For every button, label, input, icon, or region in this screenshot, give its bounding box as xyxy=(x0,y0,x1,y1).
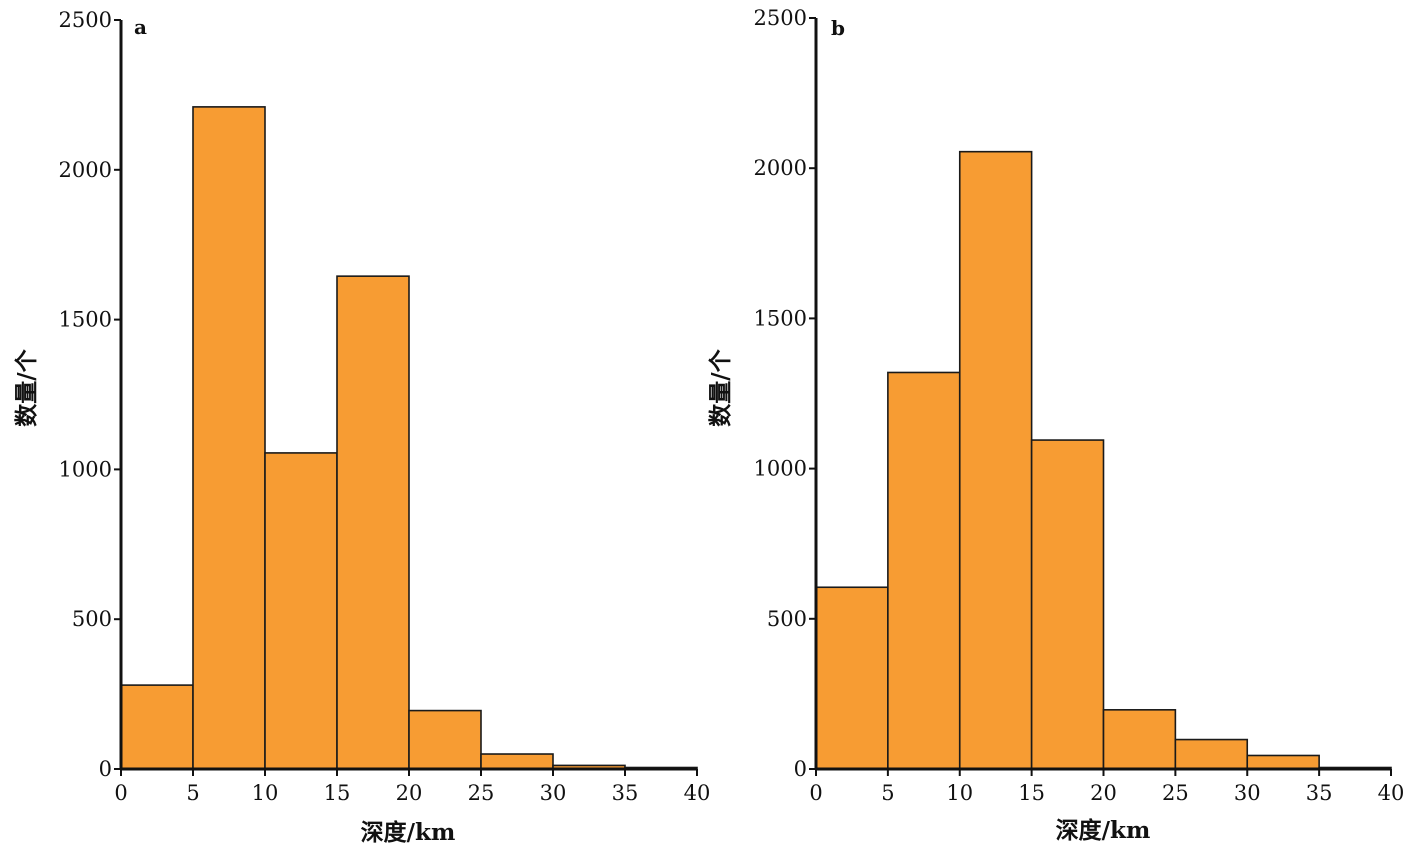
panel-b-label: b xyxy=(831,16,845,40)
panel-a-x-tick-label-1: 5 xyxy=(186,781,199,805)
panel-b-x-tick-label-2: 10 xyxy=(946,781,973,805)
panel-b-bar-2 xyxy=(958,150,1033,770)
panel-b-bar-3 xyxy=(1030,439,1105,770)
panel-b-y-tick-label-5: 2500 xyxy=(754,6,807,30)
panel-b-bar-6 xyxy=(1246,754,1320,770)
panel-b-x-tick-label-8: 40 xyxy=(1378,781,1405,805)
panel-a-bar-2 xyxy=(264,452,338,770)
panel-a-x-tick-label-5: 25 xyxy=(468,781,495,805)
panel-a-x-tick-label-3: 15 xyxy=(324,781,351,805)
panel-a-y-tick-label-1: 500 xyxy=(72,607,112,631)
panel-a-bar-3 xyxy=(336,275,410,770)
panel-b: b 数量/个 深度/km 0 500 1000 1500 2000 2500 0 5 10 15 2… xyxy=(707,6,1404,844)
panel-a-x-tick-label-6: 30 xyxy=(540,781,567,805)
panel-a-x-tick-label-2: 10 xyxy=(252,781,279,805)
panel-a-y-tick-label-4: 2000 xyxy=(59,158,112,182)
panel-a-bar-1 xyxy=(192,106,266,770)
panel-a-bar-4 xyxy=(408,709,482,770)
panel-b-y-tick-label-2: 1000 xyxy=(754,457,807,481)
panel-b-x-tick-label-7: 35 xyxy=(1306,781,1333,805)
panel-a-x-axis-label: 深度/km xyxy=(361,819,456,846)
panel-b-y-tick-label-0: 0 xyxy=(794,757,807,781)
panel-b-y-axis-label: 数量/个 xyxy=(707,348,734,426)
panel-b-bar-1 xyxy=(887,371,961,770)
panel-a-x-tick-label-0: 0 xyxy=(114,781,127,805)
panel-a: a 数量/个 深度/km 0 500 1000 1500 2000 2500 0 5 10 15 2… xyxy=(13,8,710,846)
panel-b-bar-4 xyxy=(1102,709,1177,770)
panel-b-x-axis-label: 深度/km xyxy=(1056,817,1151,844)
panel-a-y-tick-label-5: 2500 xyxy=(59,8,112,32)
panel-a-x-tick-label-8: 40 xyxy=(684,781,711,805)
panel-a-label: a xyxy=(134,15,147,39)
panel-a-x-tick-label-7: 35 xyxy=(612,781,639,805)
panel-a-y-axis-label: 数量/个 xyxy=(13,348,40,426)
panel-b-bar-0 xyxy=(815,586,889,770)
panel-a-x-tick-label-4: 20 xyxy=(396,781,423,805)
panel-b-x-tick-label-6: 30 xyxy=(1234,781,1261,805)
panel-b-y-tick-label-3: 1500 xyxy=(754,306,807,330)
panel-b-x-tick-label-0: 0 xyxy=(809,781,822,805)
panel-a-y-tick-label-3: 1500 xyxy=(59,308,112,332)
panel-b-x-tick-label-4: 20 xyxy=(1090,781,1117,805)
panel-b-x-tick-label-1: 5 xyxy=(881,781,894,805)
panel-a-bar-0 xyxy=(120,684,194,770)
panel-b-x-tick-label-5: 25 xyxy=(1162,781,1189,805)
panel-b-bar-5 xyxy=(1174,738,1249,770)
panel-b-x-tick-label-3: 15 xyxy=(1018,781,1045,805)
panel-b-y-tick-label-4: 2000 xyxy=(754,156,807,180)
panel-a-bar-5 xyxy=(480,753,554,770)
panel-a-y-tick-label-2: 1000 xyxy=(59,457,112,481)
panel-b-y-tick-label-1: 500 xyxy=(767,607,807,631)
panel-a-y-tick-label-0: 0 xyxy=(99,757,112,781)
